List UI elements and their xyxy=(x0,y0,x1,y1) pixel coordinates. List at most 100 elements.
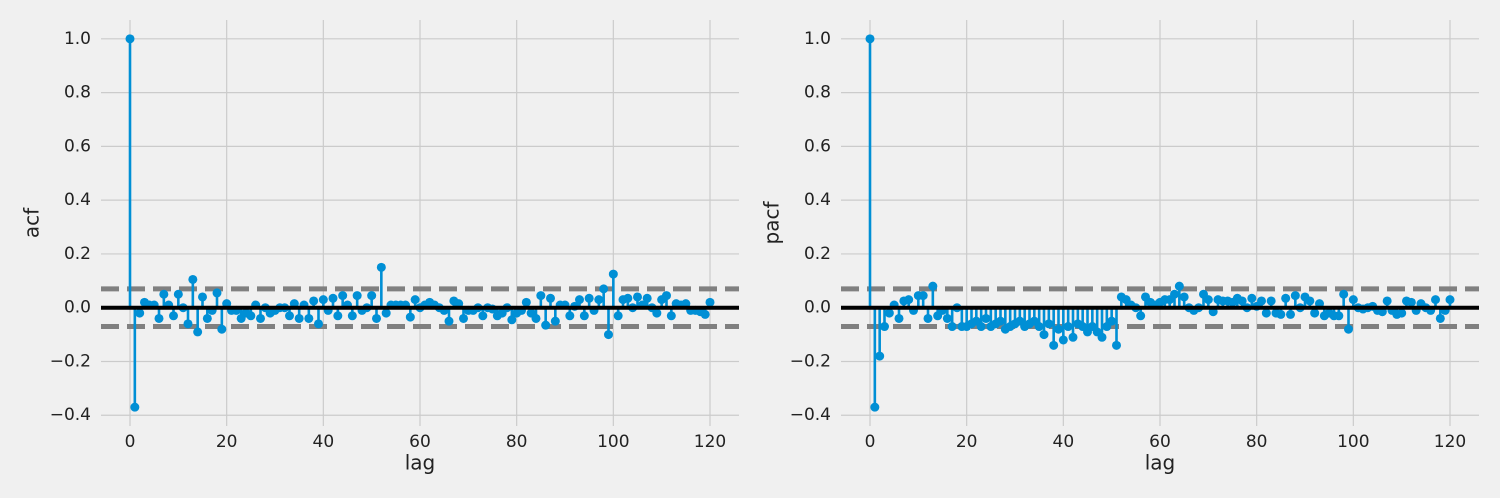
stem-marker xyxy=(579,311,589,321)
stem-marker xyxy=(507,315,517,325)
x-tick-label: 60 xyxy=(1149,432,1171,452)
stem-marker xyxy=(125,34,135,44)
y-tick-label: 1.0 xyxy=(64,29,91,49)
y-tick-label: 0.2 xyxy=(64,244,91,264)
stem-marker xyxy=(246,311,256,321)
stem-marker xyxy=(1257,296,1266,306)
stem-marker xyxy=(870,402,880,412)
stem-marker xyxy=(376,262,386,272)
stem xyxy=(338,291,348,308)
stem xyxy=(928,281,938,308)
stem xyxy=(1174,281,1184,308)
stem xyxy=(1058,307,1068,345)
x-tick-label: 120 xyxy=(1434,432,1466,452)
stem-marker xyxy=(1107,316,1117,326)
stem xyxy=(217,307,227,334)
stem xyxy=(947,307,957,332)
stem-marker xyxy=(928,281,938,291)
stem-marker xyxy=(531,313,541,323)
x-tick-label: 20 xyxy=(216,432,238,452)
x-tick-label: 100 xyxy=(1337,432,1369,452)
stem xyxy=(541,307,551,330)
stem-marker xyxy=(536,291,546,301)
x-tick-label: 0 xyxy=(865,432,876,452)
stem-marker xyxy=(1049,340,1059,350)
stem-marker xyxy=(633,292,642,302)
stem-marker xyxy=(1261,308,1271,318)
stem-marker xyxy=(381,308,391,318)
stem xyxy=(1290,291,1300,308)
stem-marker xyxy=(652,308,662,318)
stem-marker xyxy=(405,312,415,322)
stem-marker xyxy=(1054,324,1063,334)
y-tick-label: 0.2 xyxy=(804,244,831,264)
stem xyxy=(125,34,135,308)
x-tick-label: 100 xyxy=(597,432,629,452)
stem-marker xyxy=(1431,295,1440,305)
stem xyxy=(376,262,386,308)
y-tick-label: 1.0 xyxy=(804,29,831,49)
stem-marker xyxy=(1281,293,1291,303)
stem-marker xyxy=(604,330,613,340)
stem xyxy=(1063,307,1073,332)
stem xyxy=(608,269,618,308)
stem-marker xyxy=(875,351,885,361)
stem xyxy=(1044,307,1054,329)
stem-marker xyxy=(314,319,323,329)
stem-marker xyxy=(942,313,952,323)
stem xyxy=(1087,307,1097,332)
stem-marker xyxy=(865,34,875,44)
y-tick-label: −0.2 xyxy=(790,351,831,371)
stem-marker xyxy=(904,295,914,305)
stem xyxy=(183,307,193,329)
stem-marker xyxy=(154,313,164,323)
stem-marker xyxy=(256,313,265,323)
stem xyxy=(996,307,1005,326)
stem-marker xyxy=(623,293,633,303)
stem xyxy=(604,307,613,340)
stem-marker xyxy=(1305,296,1315,306)
stem-marker xyxy=(304,313,314,323)
stem-marker xyxy=(880,322,889,332)
stem-marker xyxy=(169,311,178,321)
y-axis-label: pacf xyxy=(760,201,784,245)
y-tick-label: 0.6 xyxy=(64,136,91,156)
stem xyxy=(1092,307,1102,337)
stem-marker xyxy=(584,293,594,303)
stem xyxy=(1112,307,1121,350)
stem-marker xyxy=(1237,296,1247,306)
stem-marker xyxy=(333,311,343,321)
stem xyxy=(159,289,169,308)
stem xyxy=(1339,289,1349,308)
stem xyxy=(314,307,323,329)
y-tick-label: 0.4 xyxy=(804,190,831,210)
stem xyxy=(662,291,671,308)
y-tick-label: 0.8 xyxy=(64,83,91,103)
stem-marker xyxy=(575,295,584,305)
x-tick-label: 80 xyxy=(1246,432,1268,452)
stem-marker xyxy=(212,288,222,298)
stem-marker xyxy=(981,313,991,323)
stem xyxy=(1068,307,1078,342)
stem-marker xyxy=(198,292,207,302)
stem-marker xyxy=(1179,292,1189,302)
x-axis-label: lag xyxy=(405,451,436,475)
stem xyxy=(367,291,377,308)
stem xyxy=(1281,293,1291,308)
stem xyxy=(130,307,140,412)
stem-marker xyxy=(884,308,894,318)
stem xyxy=(875,307,885,361)
stem-marker xyxy=(130,402,140,412)
stem-marker xyxy=(1039,330,1049,340)
stem xyxy=(1078,307,1088,332)
stem-marker xyxy=(372,313,381,323)
stem xyxy=(550,307,560,326)
stem-marker xyxy=(193,327,203,337)
stem-marker xyxy=(642,293,652,303)
stem-marker xyxy=(923,313,933,323)
stem xyxy=(1083,307,1092,337)
stem xyxy=(328,293,338,308)
y-tick-label: −0.2 xyxy=(50,351,91,371)
stem-marker xyxy=(1266,296,1276,306)
